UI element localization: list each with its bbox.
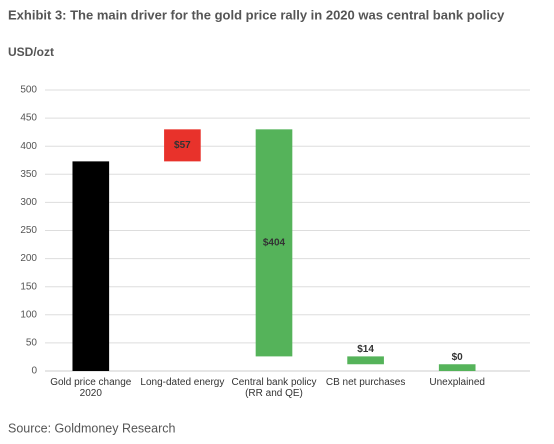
y-tick-label: 350 <box>20 169 37 180</box>
source: Source: Goldmoney Research <box>8 421 175 435</box>
y-tick-label: 200 <box>20 253 37 264</box>
y-tick-label: 150 <box>20 281 37 292</box>
x-tick-label: Central bank policy (RR and QE) <box>231 377 317 399</box>
y-tick-label: 50 <box>26 338 38 349</box>
y-tick-label: 250 <box>20 225 37 236</box>
value-label: $404 <box>263 238 286 249</box>
x-tick-label: Gold price change 2020 <box>50 377 132 399</box>
bar <box>164 129 201 162</box>
y-tick-label: 100 <box>20 309 37 320</box>
x-tick-label: CB net purchases <box>325 377 406 388</box>
chart-title: Exhibit 3: The main driver for the gold … <box>8 7 505 22</box>
y-tick-label: 300 <box>20 197 37 208</box>
y-axis-label: USD/ozt <box>8 45 54 59</box>
y-tick-label: 450 <box>20 113 37 124</box>
bar <box>347 356 384 365</box>
y-tick-label: 500 <box>20 85 37 96</box>
x-tick-label: Long-dated energy <box>140 377 225 388</box>
value-label: $57 <box>174 140 191 151</box>
bar <box>255 129 293 357</box>
value-label: $14 <box>357 344 374 355</box>
value-label: $0 <box>452 352 464 363</box>
y-tick-label: 0 <box>31 366 37 377</box>
x-tick-label: Unexplained <box>429 377 485 388</box>
bar <box>72 161 110 371</box>
y-tick-label: 400 <box>20 141 37 152</box>
bar <box>438 364 476 371</box>
